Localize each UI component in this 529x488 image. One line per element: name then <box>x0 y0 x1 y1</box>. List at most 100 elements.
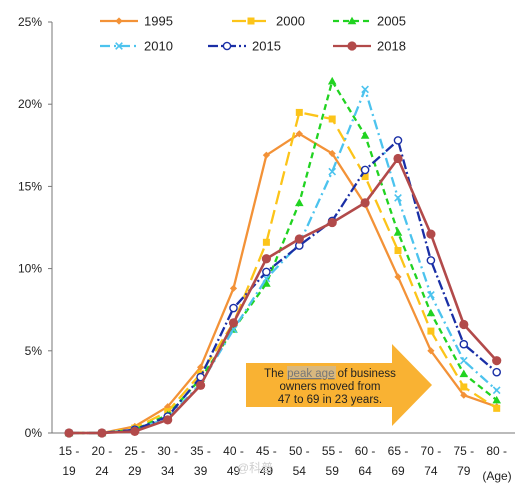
legend-swatch-marker <box>347 41 357 51</box>
legend-label: 1995 <box>144 14 173 29</box>
x-tick-label-bottom: 64 <box>358 464 372 478</box>
series-line <box>69 157 498 435</box>
x-tick-label-bottom: 29 <box>128 464 142 478</box>
data-point <box>361 85 369 94</box>
data-point <box>360 198 370 208</box>
series-line <box>69 111 498 435</box>
annotation-line: owners moved from <box>280 381 381 393</box>
data-point <box>229 284 238 292</box>
data-point <box>295 130 303 138</box>
data-point <box>163 415 173 425</box>
data-point <box>262 267 271 277</box>
x-tick-label-top: 55 - <box>322 444 343 458</box>
data-point <box>459 356 468 365</box>
watermark: @科普 <box>237 461 273 475</box>
annotation-arrow <box>246 344 432 426</box>
x-tick-label-bottom: 49 <box>260 464 274 478</box>
x-tick-label-bottom: 39 <box>194 464 208 478</box>
data-point <box>229 303 238 313</box>
legend-label: 2018 <box>377 39 406 54</box>
data-point <box>459 319 469 330</box>
data-point <box>427 347 435 355</box>
x-tick-label-top: 60 - <box>355 444 376 458</box>
series-line <box>69 88 498 435</box>
data-point <box>295 108 303 116</box>
data-point <box>393 136 403 145</box>
x-tick-label-top: 30 - <box>157 444 178 458</box>
data-point <box>327 217 337 228</box>
legend-label: 2010 <box>144 39 173 54</box>
data-point <box>394 194 402 202</box>
x-tick-label-bottom: 19 <box>62 464 76 478</box>
x-tick-label-top: 40 - <box>223 444 244 458</box>
x-tick-label-bottom: 54 <box>293 464 307 478</box>
data-point <box>197 363 205 371</box>
data-point <box>328 167 337 176</box>
data-point <box>328 115 336 123</box>
series-2018 <box>64 153 502 438</box>
legend-item-2005: 2005 <box>333 14 406 29</box>
series-line <box>69 80 498 435</box>
data-point <box>328 149 336 158</box>
x-axis-label: (Age) <box>482 469 511 483</box>
x-tick-label-top: 80 - <box>486 444 507 458</box>
axes: 0% 5% 10% 15% 20% 25% 15 - 19 20 - 24 25 - 29 30 - 34… <box>18 15 515 483</box>
data-point <box>360 165 370 175</box>
data-point <box>295 198 304 207</box>
data-point <box>97 428 107 438</box>
series-line <box>69 132 498 435</box>
x-tick-label-bottom: 59 <box>326 464 340 478</box>
legend-swatch-marker <box>347 16 357 25</box>
x-tick-label-top: 45 - <box>256 444 277 458</box>
x-tick-label-bottom: 49 <box>227 464 241 478</box>
legend-label: 2005 <box>377 14 406 29</box>
data-point <box>262 151 270 159</box>
data-point <box>426 308 436 317</box>
x-tick-label-top: 70 - <box>421 444 442 458</box>
x-tick-label-top: 75 - <box>453 444 474 458</box>
data-point <box>492 386 501 395</box>
y-tick-label: 20% <box>18 97 42 111</box>
data-point <box>262 279 271 287</box>
data-point <box>426 256 436 265</box>
x-tick-label-bottom: 34 <box>161 464 175 478</box>
x-tick-label-top: 25 - <box>124 444 145 458</box>
annotation-highlight-box <box>287 366 336 379</box>
legend-item-2018: 2018 <box>333 39 406 54</box>
data-point <box>361 173 369 181</box>
data-point <box>262 238 270 246</box>
x-tick-label-top: 50 - <box>289 444 310 458</box>
data-point <box>459 339 469 349</box>
legend-item-2010: 2010 <box>100 39 173 54</box>
data-point <box>492 367 502 377</box>
legend-item-2015: 2015 <box>208 39 281 54</box>
annotation-line: 47 to 69 in 23 years. <box>278 394 382 406</box>
data-point <box>459 369 469 378</box>
data-point <box>493 404 501 412</box>
data-point <box>460 383 468 391</box>
legend-swatch-marker <box>222 41 232 51</box>
x-tick-label-top: 20 - <box>92 444 113 458</box>
legend: 1995 2000 2005 2010 2015 2018 <box>100 14 406 54</box>
y-tick-label: 15% <box>18 179 42 193</box>
data-point <box>460 391 468 399</box>
data-point <box>394 273 402 281</box>
x-tick-label-bottom: 69 <box>391 464 405 478</box>
legend-swatch-marker <box>247 17 255 25</box>
data-point <box>228 318 239 328</box>
data-point <box>262 274 271 283</box>
legend-swatch-marker <box>115 42 123 50</box>
y-tick-label: 0% <box>25 426 43 440</box>
x-tick-label-bottom: 79 <box>457 464 471 478</box>
series-layer <box>64 76 502 438</box>
data-point <box>427 291 435 299</box>
x-tick-label-top: 15 - <box>59 444 80 458</box>
y-tick-label: 5% <box>25 344 43 358</box>
data-point <box>196 380 206 390</box>
data-point <box>360 131 370 139</box>
data-point <box>261 254 271 264</box>
data-point <box>427 327 435 335</box>
data-point <box>130 426 140 436</box>
